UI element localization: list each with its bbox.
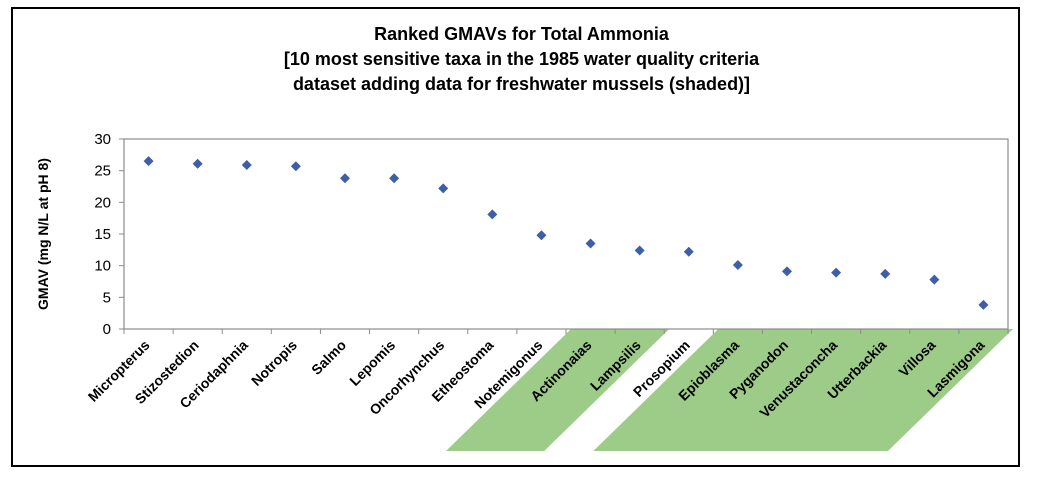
y-tick-label: 20 bbox=[94, 194, 111, 211]
data-point bbox=[143, 156, 154, 167]
y-axis-title: GMAV (mg N/L at pH 8) bbox=[35, 158, 51, 310]
data-point bbox=[782, 266, 792, 277]
data-point bbox=[389, 173, 400, 184]
mussel-shading-layer bbox=[446, 329, 1013, 451]
x-category-label: Notropis bbox=[248, 337, 300, 389]
chart-title: Ranked GMAVs for Total Ammonia [10 most … bbox=[0, 22, 1043, 97]
data-point bbox=[732, 260, 743, 271]
data-point bbox=[683, 246, 694, 257]
y-tick-label: 25 bbox=[94, 163, 111, 180]
data-point bbox=[634, 245, 645, 256]
data-point bbox=[438, 183, 449, 194]
data-point bbox=[929, 274, 940, 285]
mussel-shade-band-1 bbox=[446, 329, 670, 451]
data-point bbox=[241, 159, 252, 170]
data-point bbox=[880, 268, 891, 279]
y-tick-label: 15 bbox=[94, 226, 111, 243]
mussel-shade-band-2 bbox=[593, 329, 1013, 451]
data-point bbox=[290, 161, 301, 172]
y-tick-label: 5 bbox=[103, 289, 111, 306]
y-tick-label: 10 bbox=[94, 258, 111, 275]
y-tick-label: 0 bbox=[103, 321, 111, 338]
chart-title-line-3: dataset adding data for freshwater musse… bbox=[292, 74, 751, 94]
data-point bbox=[487, 209, 498, 220]
data-points bbox=[143, 156, 989, 310]
chart-title-line-2: [10 most sensitive taxa in the 1985 wate… bbox=[283, 49, 760, 69]
data-point bbox=[340, 173, 350, 184]
plot-area bbox=[123, 138, 1009, 330]
data-point bbox=[978, 299, 989, 310]
data-point bbox=[831, 267, 842, 278]
data-point bbox=[585, 238, 596, 249]
y-axis: 0 5 10 15 20 25 30 bbox=[94, 131, 124, 338]
x-category-label: Salmo bbox=[308, 337, 349, 378]
chart-title-line-1: Ranked GMAVs for Total Ammonia bbox=[374, 24, 669, 44]
y-tick-label: 30 bbox=[94, 131, 111, 148]
data-point bbox=[536, 230, 547, 241]
data-point bbox=[192, 158, 203, 169]
